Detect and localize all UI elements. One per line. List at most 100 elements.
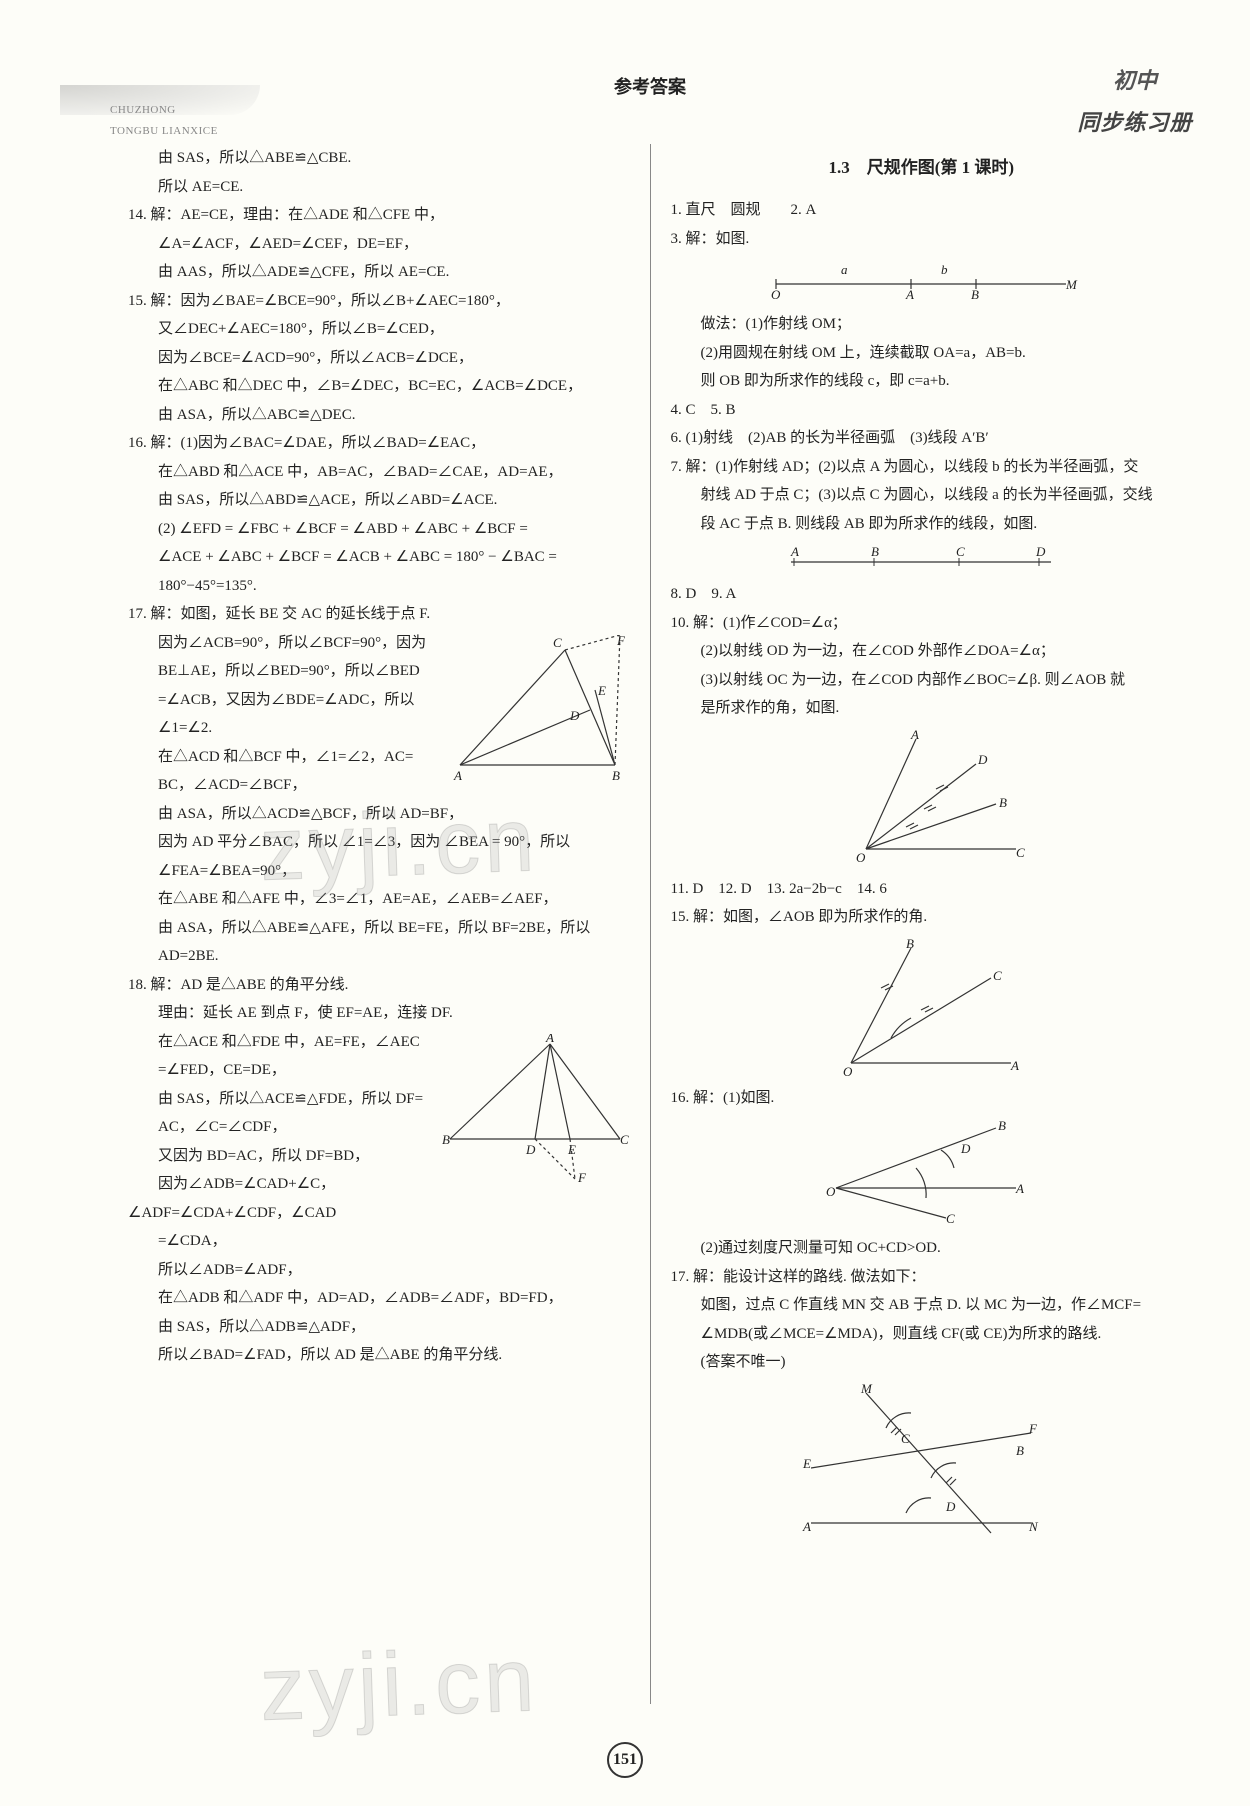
logo-top: 初中 [1050,60,1220,102]
lbl-E: E [597,683,606,698]
q16-O: O [826,1184,836,1199]
l13: 由 SAS，所以△ABD≌△ACE，所以∠ABD=∠ACE. [128,486,630,515]
q17b-N: N [1028,1519,1039,1534]
lbl-B: B [612,768,620,783]
q17b-D: D [945,1499,956,1514]
fig-q10: A D B C O [816,729,1026,869]
r2: 3. 解：如图. [671,225,1173,254]
r23: (答案不唯一) [671,1348,1173,1377]
q16-C: C [946,1211,955,1226]
l2: 所以 AE=CE. [128,173,630,202]
lbl18-D: D [525,1142,536,1157]
l9: 在△ABC 和△DEC 中，∠B=∠DEC，BC=EC，∠ACB=∠DCE， [128,372,630,401]
q17b-B: B [1016,1443,1024,1458]
fig-q16: B D A C O [806,1118,1036,1228]
logo: 初中 同步练习册 [1050,60,1220,144]
fig-q7: A B C D [781,544,1061,574]
page-number-value: 151 [607,1742,643,1778]
l26: ∠FEA=∠BEA=90°， [128,857,630,886]
r4: (2)用圆规在射线 OM 上，连续截取 OA=a，AB=b. [671,339,1173,368]
r17: 15. 解：如图，∠AOB 即为所求作的角. [671,903,1173,932]
q3-B: B [971,287,979,302]
r21: 如图，过点 C 作直线 MN 交 AB 于点 D. 以 MC 为一边，作∠MCF… [671,1291,1173,1320]
l39: 所以∠ADB=∠ADF， [128,1256,630,1285]
r14: (3)以射线 OC 为一边，在∠COD 内部作∠BOC=∠β. 则∠AOB 就 [671,666,1173,695]
l42: 所以∠BAD=∠FAD，所以 AD 是△ABE 的角平分线. [128,1341,630,1370]
header-sub-left: CHUZHONG TONGBU LIANXICE [110,100,218,142]
l15: ∠ACE + ∠ABC + ∠BCF = ∠ACB + ∠ABC = 180° … [128,543,630,572]
q15-O: O [843,1064,853,1078]
r22: ∠MDB(或∠MCE=∠MDA)，则直线 CF(或 CE)为所求的路线. [671,1320,1173,1349]
r1: 1. 直尺 圆规 2. A [671,196,1173,225]
r5: 则 OB 即为所求作的线段 c，即 c=a+b. [671,367,1173,396]
q16-B: B [998,1118,1006,1133]
q7-B: B [871,544,879,559]
l16: 180°−45°=135°. [128,572,630,601]
q17b-F: F [1028,1421,1038,1436]
q17b-A: A [802,1519,811,1534]
l1: 由 SAS，所以△ABE≌△CBE. [128,144,630,173]
q3-b: b [941,262,948,277]
lbl-C: C [553,635,562,650]
l17: 17. 解：如图，延长 BE 交 AC 的延长线于点 F. [128,600,630,629]
page-title: 参考答案 [110,70,1190,104]
section-title: 1.3 尺规作图(第 1 课时) [671,152,1173,184]
page-number: 151 [607,1742,643,1778]
q10-A: A [910,729,919,742]
q15-C: C [993,968,1002,983]
l14: (2) ∠EFD = ∠FBC + ∠BCF = ∠ABD + ∠ABC + ∠… [128,515,630,544]
r12: 10. 解：(1)作∠COD=∠α； [671,609,1173,638]
pinyin-2: TONGBU LIANXICE [110,121,218,142]
right-column: 1.3 尺规作图(第 1 课时) 1. 直尺 圆规 2. A 3. 解：如图. … [653,144,1191,1704]
columns: 由 SAS，所以△ABE≌△CBE. 所以 AE=CE. 14. 解：AE=CE… [110,144,1190,1704]
fig-q15: B C A O [821,938,1021,1078]
l38: =∠CDA， [128,1227,630,1256]
q17b-C: C [901,1431,910,1446]
fig-q17-left: A B C D E F [450,635,630,785]
q3-M: M [1065,277,1078,292]
l12: 在△ABD 和△ACE 中，AB=AC，∠BAD=∠CAE，AD=AE， [128,458,630,487]
q17b-M: M [860,1383,873,1396]
r20: 17. 解：能设计这样的路线. 做法如下： [671,1263,1173,1292]
left-column: 由 SAS，所以△ABE≌△CBE. 所以 AE=CE. 14. 解：AE=CE… [110,144,648,1704]
l25: 因为 AD 平分∠BAC，所以 ∠1=∠3，因为 ∠BEA = 90°，所以 [128,828,630,857]
r19: (2)通过刻度尺测量可知 OC+CD>OD. [671,1234,1173,1263]
r13: (2)以射线 OD 为一边，在∠COD 外部作∠DOA=∠α； [671,637,1173,666]
q10-C: C [1016,845,1025,860]
l41: 由 SAS，所以△ADB≌△ADF， [128,1313,630,1342]
r3: 做法：(1)作射线 OM； [671,310,1173,339]
fig-q3: a b O A B M [756,259,1086,304]
column-divider [650,144,651,1704]
page: 参考答案 CHUZHONG TONGBU LIANXICE 初中 同步练习册 由… [0,0,1250,1806]
q17b-E: E [802,1456,811,1471]
lbl18-F: F [577,1170,587,1184]
l4: ∠A=∠ACF，∠AED=∠CEF，DE=EF， [128,230,630,259]
lbl-D: D [569,708,580,723]
q10-D: D [977,752,988,767]
l31: 理由：延长 AE 到点 F，使 EF=AE，连接 DF. [128,999,630,1028]
fig-q17-bottom: M F N A E B C D [791,1383,1051,1543]
q3-a: a [841,262,848,277]
l7: 又∠DEC+∠AEC=180°，所以∠B=∠CED， [128,315,630,344]
r8: 7. 解：(1)作射线 AD；(2)以点 A 为圆心，以线段 b 的长为半径画弧… [671,453,1173,482]
lbl18-B: B [442,1132,450,1147]
q7-A: A [790,544,799,559]
r6: 4. C 5. B [671,396,1173,425]
r18: 16. 解：(1)如图. [671,1084,1173,1113]
q7-D: D [1035,544,1046,559]
q10-B: B [999,795,1007,810]
lbl18-C: C [620,1132,629,1147]
l11: 16. 解：(1)因为∠BAC=∠DAE，所以∠BAD=∠EAC， [128,429,630,458]
q16-A: A [1015,1181,1024,1196]
r11: 8. D 9. A [671,580,1173,609]
logo-bottom: 同步练习册 [1050,102,1220,144]
l27: 在△ABE 和△AFE 中，∠3=∠1，AE=AE，∠AEB=∠AEF， [128,885,630,914]
l3: 14. 解：AE=CE，理由：在△ADE 和△CFE 中， [128,201,630,230]
q15-B: B [906,938,914,951]
l6: 15. 解：因为∠BAE=∠BCE=90°，所以∠B+∠AEC=180°， [128,287,630,316]
r16: 11. D 12. D 13. 2a−2b−c 14. 6 [671,875,1173,904]
l5: 由 AAS，所以△ADE≌△CFE，所以 AE=CE. [128,258,630,287]
pinyin-1: CHUZHONG [110,100,218,121]
q7-C: C [956,544,965,559]
l8: 因为∠BCE=∠ACD=90°，所以∠ACB=∠DCE， [128,344,630,373]
